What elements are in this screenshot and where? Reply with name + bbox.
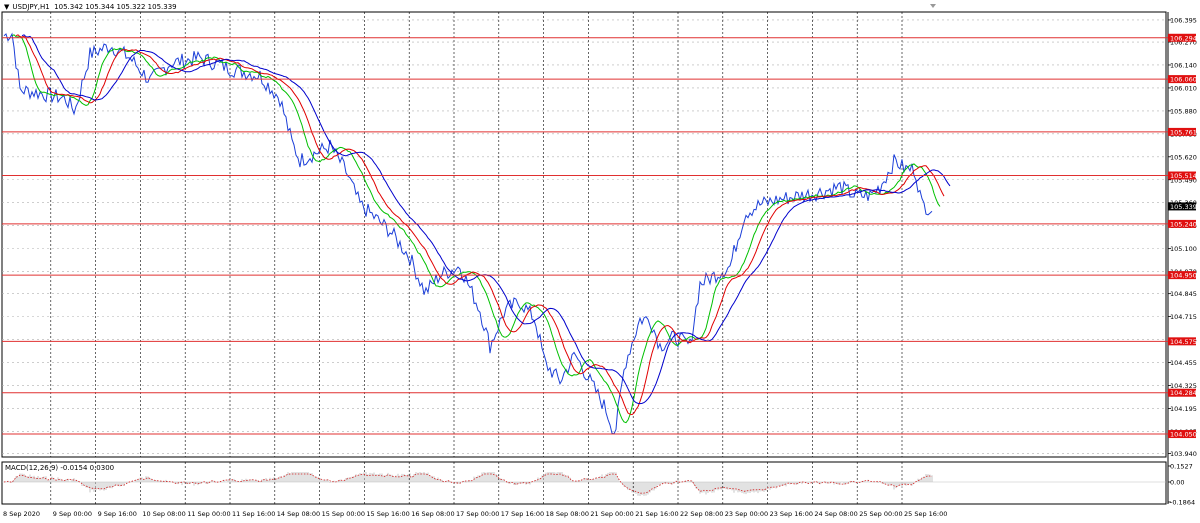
time-tick-label: 10 Sep 08:00 [142, 510, 185, 518]
ma-mid-line [15, 34, 945, 416]
macd-histogram [7, 472, 933, 496]
level-label: 104.950 [1170, 272, 1197, 280]
time-tick-label: 25 Sep 00:00 [859, 510, 902, 518]
price-tick-label: 106.270 [1170, 39, 1197, 47]
ma-slow-line [21, 34, 951, 405]
level-label-bg [1168, 33, 1196, 42]
level-label: 105.761 [1170, 128, 1197, 136]
time-tick-label: 22 Sep 08:00 [680, 510, 723, 518]
time-tick-label: 11 Sep 16:00 [232, 510, 275, 518]
time-tick-label: 9 Sep 16:00 [98, 510, 137, 518]
time-tick-label: 11 Sep 00:00 [187, 510, 230, 518]
price-tick-label: 106.395 [1170, 16, 1197, 24]
level-label-bg [1168, 430, 1196, 439]
main-plot-frame [1, 11, 1167, 458]
time-tick-label: 14 Sep 08:00 [277, 510, 320, 518]
ohlc-label: 105.342 105.344 105.322 105.339 [54, 3, 177, 11]
time-tick-label: 21 Sep 16:00 [635, 510, 678, 518]
symbol-label: USDJPY,H1 [12, 3, 50, 11]
time-tick-label: 9 Sep 00:00 [53, 510, 92, 518]
time-tick-label: 18 Sep 08:00 [546, 510, 589, 518]
scroll-marker-icon [930, 4, 936, 8]
macd-tick-label: 0.1527 [1170, 463, 1193, 471]
time-tick-label: 15 Sep 16:00 [366, 510, 409, 518]
ma-fast-line [11, 34, 941, 424]
macd-plot-frame [1, 461, 1167, 505]
price-tick-label: 104.845 [1170, 290, 1197, 298]
time-tick-label: 25 Sep 16:00 [904, 510, 947, 518]
level-label: 106.060 [1170, 76, 1197, 84]
macd-tick-label: -0.1864 [1170, 499, 1195, 507]
time-tick-label: 24 Sep 08:00 [814, 510, 857, 518]
price-line [3, 32, 933, 435]
level-label-bg [1168, 75, 1196, 84]
price-tick-label: 105.880 [1170, 107, 1197, 115]
level-label: 105.240 [1170, 220, 1197, 228]
current-price-label: 105.339 [1170, 203, 1197, 211]
price-tick-label: 105.100 [1170, 245, 1197, 253]
price-tick-label: 104.455 [1170, 359, 1197, 367]
level-label: 106.294 [1170, 34, 1197, 42]
time-tick-label: 8 Sep 2020 [3, 510, 40, 518]
price-tick-label: 104.325 [1170, 382, 1197, 390]
price-tick-label: 105.490 [1170, 176, 1197, 184]
chart-title: ▼ USDJPY,H1 105.342 105.344 105.322 105.3… [4, 3, 177, 11]
price-tick-label: 103.940 [1170, 450, 1197, 458]
price-tick-label: 106.010 [1170, 84, 1197, 92]
time-tick-label: 15 Sep 00:00 [322, 510, 365, 518]
level-label-bg [1168, 127, 1196, 136]
level-label-bg [1168, 219, 1196, 228]
time-tick-label: 16 Sep 08:00 [411, 510, 454, 518]
time-tick-label: 23 Sep 00:00 [725, 510, 768, 518]
level-label: 105.514 [1170, 172, 1197, 180]
price-tick-label: 104.195 [1170, 405, 1197, 413]
macd-title: MACD(12,26,9) -0.0154 0.0300 [5, 464, 115, 472]
level-label-bg [1168, 171, 1196, 180]
triangle-down-icon[interactable]: ▼ [4, 3, 10, 11]
level-label: 104.050 [1170, 431, 1197, 439]
time-tick-label: 23 Sep 16:00 [770, 510, 813, 518]
time-tick-label: 17 Sep 00:00 [456, 510, 499, 518]
macd-signal-line [3, 473, 933, 494]
time-tick-label: 17 Sep 16:00 [501, 510, 544, 518]
level-label-bg [1168, 337, 1196, 346]
level-label: 104.575 [1170, 338, 1197, 346]
macd-tick-label: 0.00 [1170, 479, 1184, 487]
grid-lines [2, 12, 1166, 504]
level-label-bg [1168, 388, 1196, 397]
time-tick-label: 21 Sep 00:00 [590, 510, 633, 518]
current-price-bg [1168, 202, 1196, 211]
price-tick-label: 106.140 [1170, 61, 1197, 69]
price-tick-label: 105.620 [1170, 153, 1197, 161]
level-label-bg [1168, 271, 1196, 280]
price-tick-label: 104.715 [1170, 313, 1197, 321]
level-label: 104.284 [1170, 389, 1197, 397]
